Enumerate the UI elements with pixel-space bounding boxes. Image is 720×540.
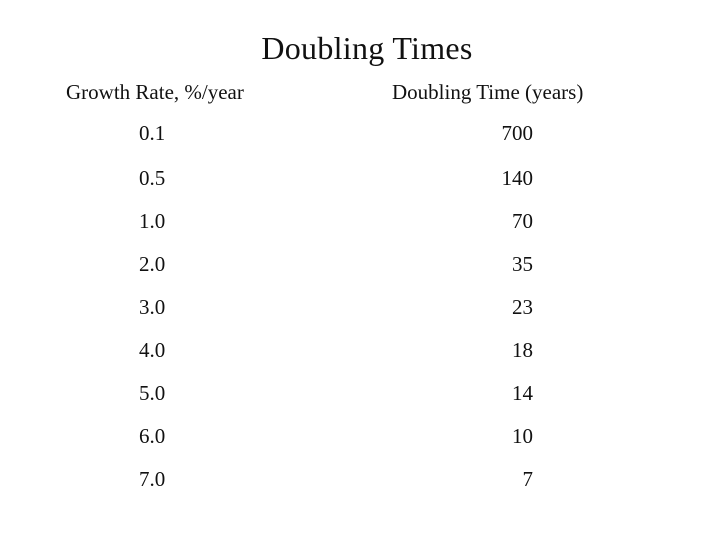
- doubling-time-cell: 140: [501, 166, 534, 190]
- table-row: 2.0 35: [0, 249, 720, 279]
- growth-rate-cell: 0.1: [139, 121, 166, 145]
- table-row: 5.0 14: [0, 378, 720, 408]
- doubling-time-cell: 35: [512, 252, 533, 276]
- doubling-time-cell: 70: [512, 209, 533, 233]
- growth-rate-cell: 5.0: [139, 381, 166, 405]
- table-row: 0.1 700: [0, 118, 720, 148]
- growth-rate-cell: 1.0: [139, 209, 166, 233]
- table-row: 6.0 10: [0, 421, 720, 451]
- growth-rate-cell: 7.0: [139, 467, 166, 491]
- doubling-time-cell: 18: [512, 338, 533, 362]
- growth-rate-cell: 0.5: [139, 166, 166, 190]
- doubling-time-cell: 700: [501, 121, 534, 145]
- growth-rate-cell: 3.0: [139, 295, 166, 319]
- growth-rate-cell: 2.0: [139, 252, 166, 276]
- doubling-time-cell: 14: [512, 381, 533, 405]
- table-row: 7.0 7: [0, 464, 720, 494]
- page-title: Doubling Times: [261, 30, 473, 66]
- doubling-time-cell: 23: [512, 295, 533, 319]
- doubling-time-cell: 10: [512, 424, 533, 448]
- table-row: 4.0 18: [0, 335, 720, 365]
- table-row: 3.0 23: [0, 292, 720, 322]
- growth-rate-cell: 6.0: [139, 424, 166, 448]
- doubling-time-cell: 7: [522, 467, 534, 491]
- growth-rate-column-header: Growth Rate, %/year: [66, 80, 244, 104]
- table-row: 0.5 140: [0, 163, 720, 193]
- table-row: 1.0 70: [0, 206, 720, 236]
- doubling-time-column-header: Doubling Time (years): [392, 80, 584, 104]
- growth-rate-cell: 4.0: [139, 338, 166, 362]
